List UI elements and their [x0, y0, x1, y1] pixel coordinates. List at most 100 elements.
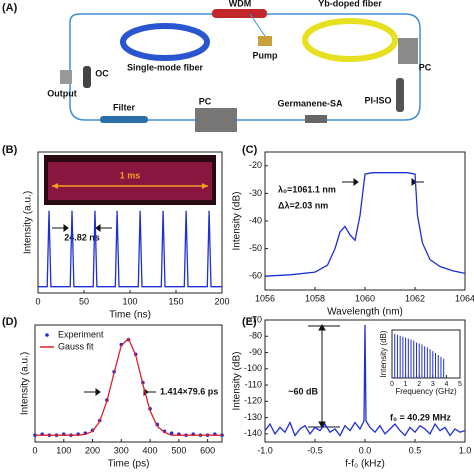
x-tick-label: 5: [458, 381, 462, 388]
panel-label: (A): [2, 2, 18, 14]
x-tick-label: 1064: [455, 293, 474, 303]
label: PC: [419, 62, 432, 72]
y-axis-label: Intensity (dB): [232, 192, 243, 251]
label: Filter: [113, 102, 136, 112]
panel-label: (B): [2, 144, 18, 156]
oscilloscope-trace: [48, 162, 212, 200]
x-tick-label: 2: [417, 381, 421, 388]
x-tick-label: 100: [122, 296, 137, 306]
x-tick-label: 0.5: [409, 445, 422, 455]
filter: [100, 116, 148, 123]
x-axis-label: f-f₀ (kHz): [345, 459, 385, 470]
inset-image: [44, 155, 216, 205]
x-tick-label: 150: [168, 296, 183, 306]
legend-marker: [45, 333, 49, 337]
arrow: [52, 224, 112, 232]
wdm: [212, 9, 267, 18]
y-axis-label: Intensity (dB): [379, 330, 388, 377]
x-axis-label: Frequency (GHz): [395, 387, 457, 396]
x-axis-label: Wavelength (nm): [327, 307, 403, 318]
legend-label: Experiment: [58, 329, 104, 339]
x-tick-label: 0: [32, 445, 37, 455]
x-tick-label: 0: [390, 381, 394, 388]
x-axis-label: Time (ps): [108, 459, 150, 470]
pc-bottom: [195, 108, 237, 132]
annotation-arrows: [52, 178, 424, 428]
y-tick-label: -60: [249, 271, 262, 281]
y-tick-label: -40: [249, 215, 262, 225]
arrow: [342, 178, 424, 186]
label: Pump: [252, 50, 278, 60]
label: WDM: [229, 0, 252, 8]
y-tick-label: -90: [249, 347, 262, 357]
panel-label: (E): [242, 316, 257, 328]
y-tick-label: -80: [249, 331, 262, 341]
pump-fiber: [249, 13, 266, 37]
label: Germanene-SA: [277, 98, 343, 108]
x-tick-label: 1.0: [459, 445, 472, 455]
series-line: [264, 172, 466, 277]
fiber-loop: [69, 13, 421, 121]
annotation: f₀ = 40.29 MHz: [390, 412, 451, 422]
y-axis-label: Intensity (dB): [232, 352, 243, 411]
y-axis-label: Intensity (a.u.): [23, 191, 34, 254]
x-tick-label: 200: [214, 296, 229, 306]
series-line: [38, 210, 222, 288]
plot-frame: [264, 151, 466, 291]
annotation: 1.414×79.6 ps: [160, 386, 218, 396]
annotation: 24.82 ns: [64, 232, 100, 242]
x-tick-label: 300: [114, 445, 129, 455]
x-tick-label: -1.0: [257, 445, 273, 455]
x-tick-label: 1062: [405, 293, 425, 303]
x-tick-label: 100: [56, 445, 71, 455]
x-tick-label: 0: [35, 296, 40, 306]
x-tick-label: 3: [431, 381, 435, 388]
plot-frame: [391, 329, 461, 379]
y-tick-label: -120: [244, 396, 262, 406]
y-tick-label: -20: [249, 160, 262, 170]
y-axis-label: Intensity (a.u.): [20, 352, 31, 415]
panel-label: (C): [242, 144, 258, 156]
x-tick-label: 200: [85, 445, 100, 455]
x-tick-label: 1058: [305, 293, 325, 303]
oc: [83, 66, 91, 88]
yb-coil: [302, 18, 398, 62]
annotation: λ₀=1061.1 nm: [278, 184, 336, 194]
smf-coil: [120, 23, 210, 61]
y-tick-label: -130: [244, 412, 262, 422]
y-tick-label: -100: [244, 363, 262, 373]
arrow: [308, 324, 340, 428]
series-line: [35, 337, 222, 436]
x-tick-label: 500: [171, 445, 186, 455]
legend-label: Gauss fit: [58, 341, 94, 351]
x-tick-label: 1: [404, 381, 408, 388]
x-tick-label: 4: [444, 381, 448, 388]
x-tick-label: 600: [200, 445, 215, 455]
y-tick-label: -110: [245, 379, 262, 389]
arrow: [84, 388, 156, 396]
setup-diagram: (A) WDM Yb-doped fiber Single-mode fiber…: [2, 0, 432, 132]
label: PC: [199, 96, 212, 106]
plot-frame: [34, 324, 223, 443]
label: Output: [47, 88, 77, 98]
label: OC: [95, 68, 109, 78]
annotation: 1 ms: [120, 170, 141, 180]
pc-top: [398, 38, 418, 64]
x-tick-label: -0.5: [307, 445, 323, 455]
x-tick-label: 1056: [255, 293, 275, 303]
annotation: ~60 dB: [288, 386, 318, 396]
x-tick-label: 400: [143, 445, 158, 455]
label: Yb-doped fiber: [318, 0, 382, 8]
panel-label: (D): [2, 316, 18, 328]
pi-iso: [396, 78, 404, 112]
x-tick-label: 50: [79, 296, 89, 306]
sa: [305, 115, 327, 123]
annotation: Δλ=2.03 nm: [278, 200, 328, 210]
series-line: [264, 324, 466, 437]
y-tick-label: -70: [249, 314, 262, 324]
y-tick-label: -50: [249, 243, 262, 253]
x-tick-label: 0.0: [359, 445, 372, 455]
x-tick-label: 1060: [355, 293, 375, 303]
x-axis-label: Time (ns): [109, 310, 151, 321]
